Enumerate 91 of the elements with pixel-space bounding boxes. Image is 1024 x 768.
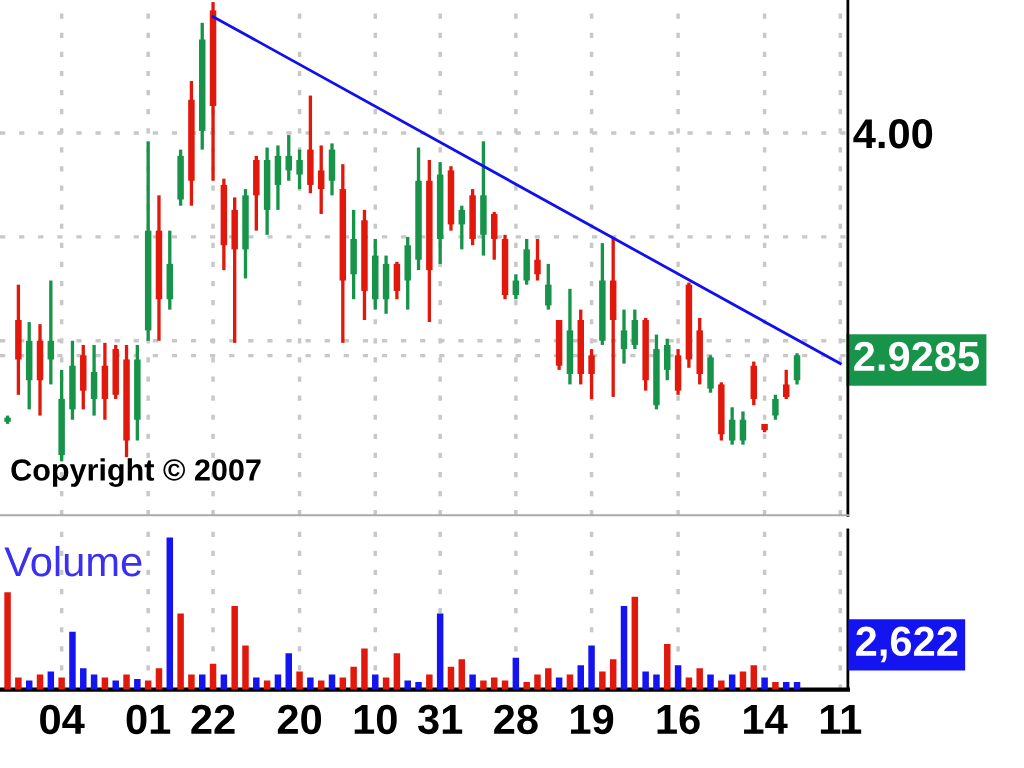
bar [328,674,336,690]
bar [372,674,379,690]
bar [188,674,195,690]
bar [296,671,303,690]
bar [274,674,282,690]
bar [393,653,401,690]
bar [242,645,249,690]
x-tick-label: 22 [191,704,235,734]
x-tick-label: 01 [126,704,171,735]
bar [739,671,747,690]
candlestick [534,237,541,281]
x-tick-label: 10 [354,704,397,735]
candlestick [588,349,595,399]
bar [198,674,206,690]
bar [707,674,714,690]
bar [123,674,130,690]
bar [155,668,163,690]
bar [685,677,693,690]
x-tick-label: 16 [657,704,700,735]
text: 2,622 [856,626,958,663]
candlestick [620,309,628,364]
bar [177,613,184,690]
bar [696,668,703,690]
bar [350,666,357,690]
bar [469,674,476,690]
x-tick-label: 28 [494,704,538,735]
bar [415,682,422,690]
bar [307,677,314,690]
bar [80,668,87,690]
bar [404,680,411,690]
bar [47,671,55,690]
bar [512,657,520,690]
x-tick-label: 19 [571,704,614,735]
bar [253,677,260,690]
bar [134,679,141,690]
candlestick [545,262,552,310]
bar [426,674,433,690]
bar [382,677,390,690]
bar [566,674,574,690]
bar [523,682,530,690]
bar [761,677,768,690]
bar [361,648,368,690]
bar [588,645,595,690]
bar [4,592,11,690]
bar [545,668,552,690]
bar [69,631,76,690]
chart-title: Volume [4,545,142,577]
x-tick-label: 11 [820,705,862,734]
bar [750,665,758,690]
bar [718,680,725,690]
bar [231,605,238,690]
candlestick [317,145,325,215]
bar [58,677,65,690]
bar [90,674,98,690]
bar [555,677,563,690]
bar [653,674,660,690]
x-tick-label: 31 [417,704,463,735]
bar [631,596,639,690]
x-tick-label: 04 [40,704,85,735]
bar [642,671,649,690]
x-tick-label: 14 [744,705,788,734]
bar [220,674,228,690]
bar [166,537,174,690]
bar [609,659,617,690]
annotation: Copyright © 2007 [11,458,261,487]
candlestick [772,394,779,420]
bar [577,665,584,690]
y-tick-label: 4.00 [853,118,933,149]
bar [458,659,466,690]
bar [339,677,347,690]
bar [674,665,682,690]
bar [285,653,292,690]
bar [15,677,22,690]
bar [728,674,736,690]
candlestick [782,368,790,399]
bar [112,680,119,690]
bar [599,671,606,690]
bar [436,613,444,690]
bar [480,680,487,690]
bar [620,605,628,690]
bar [772,682,779,690]
bar [490,677,498,690]
candlestick [739,411,747,445]
bar [664,644,671,690]
bar [36,674,44,690]
y-tick-label: 2.9285 [854,341,980,372]
x-tick-label: 20 [277,704,322,735]
candlestick [296,149,303,191]
bar [534,674,541,690]
candlestick [728,407,736,445]
bar [101,677,109,690]
